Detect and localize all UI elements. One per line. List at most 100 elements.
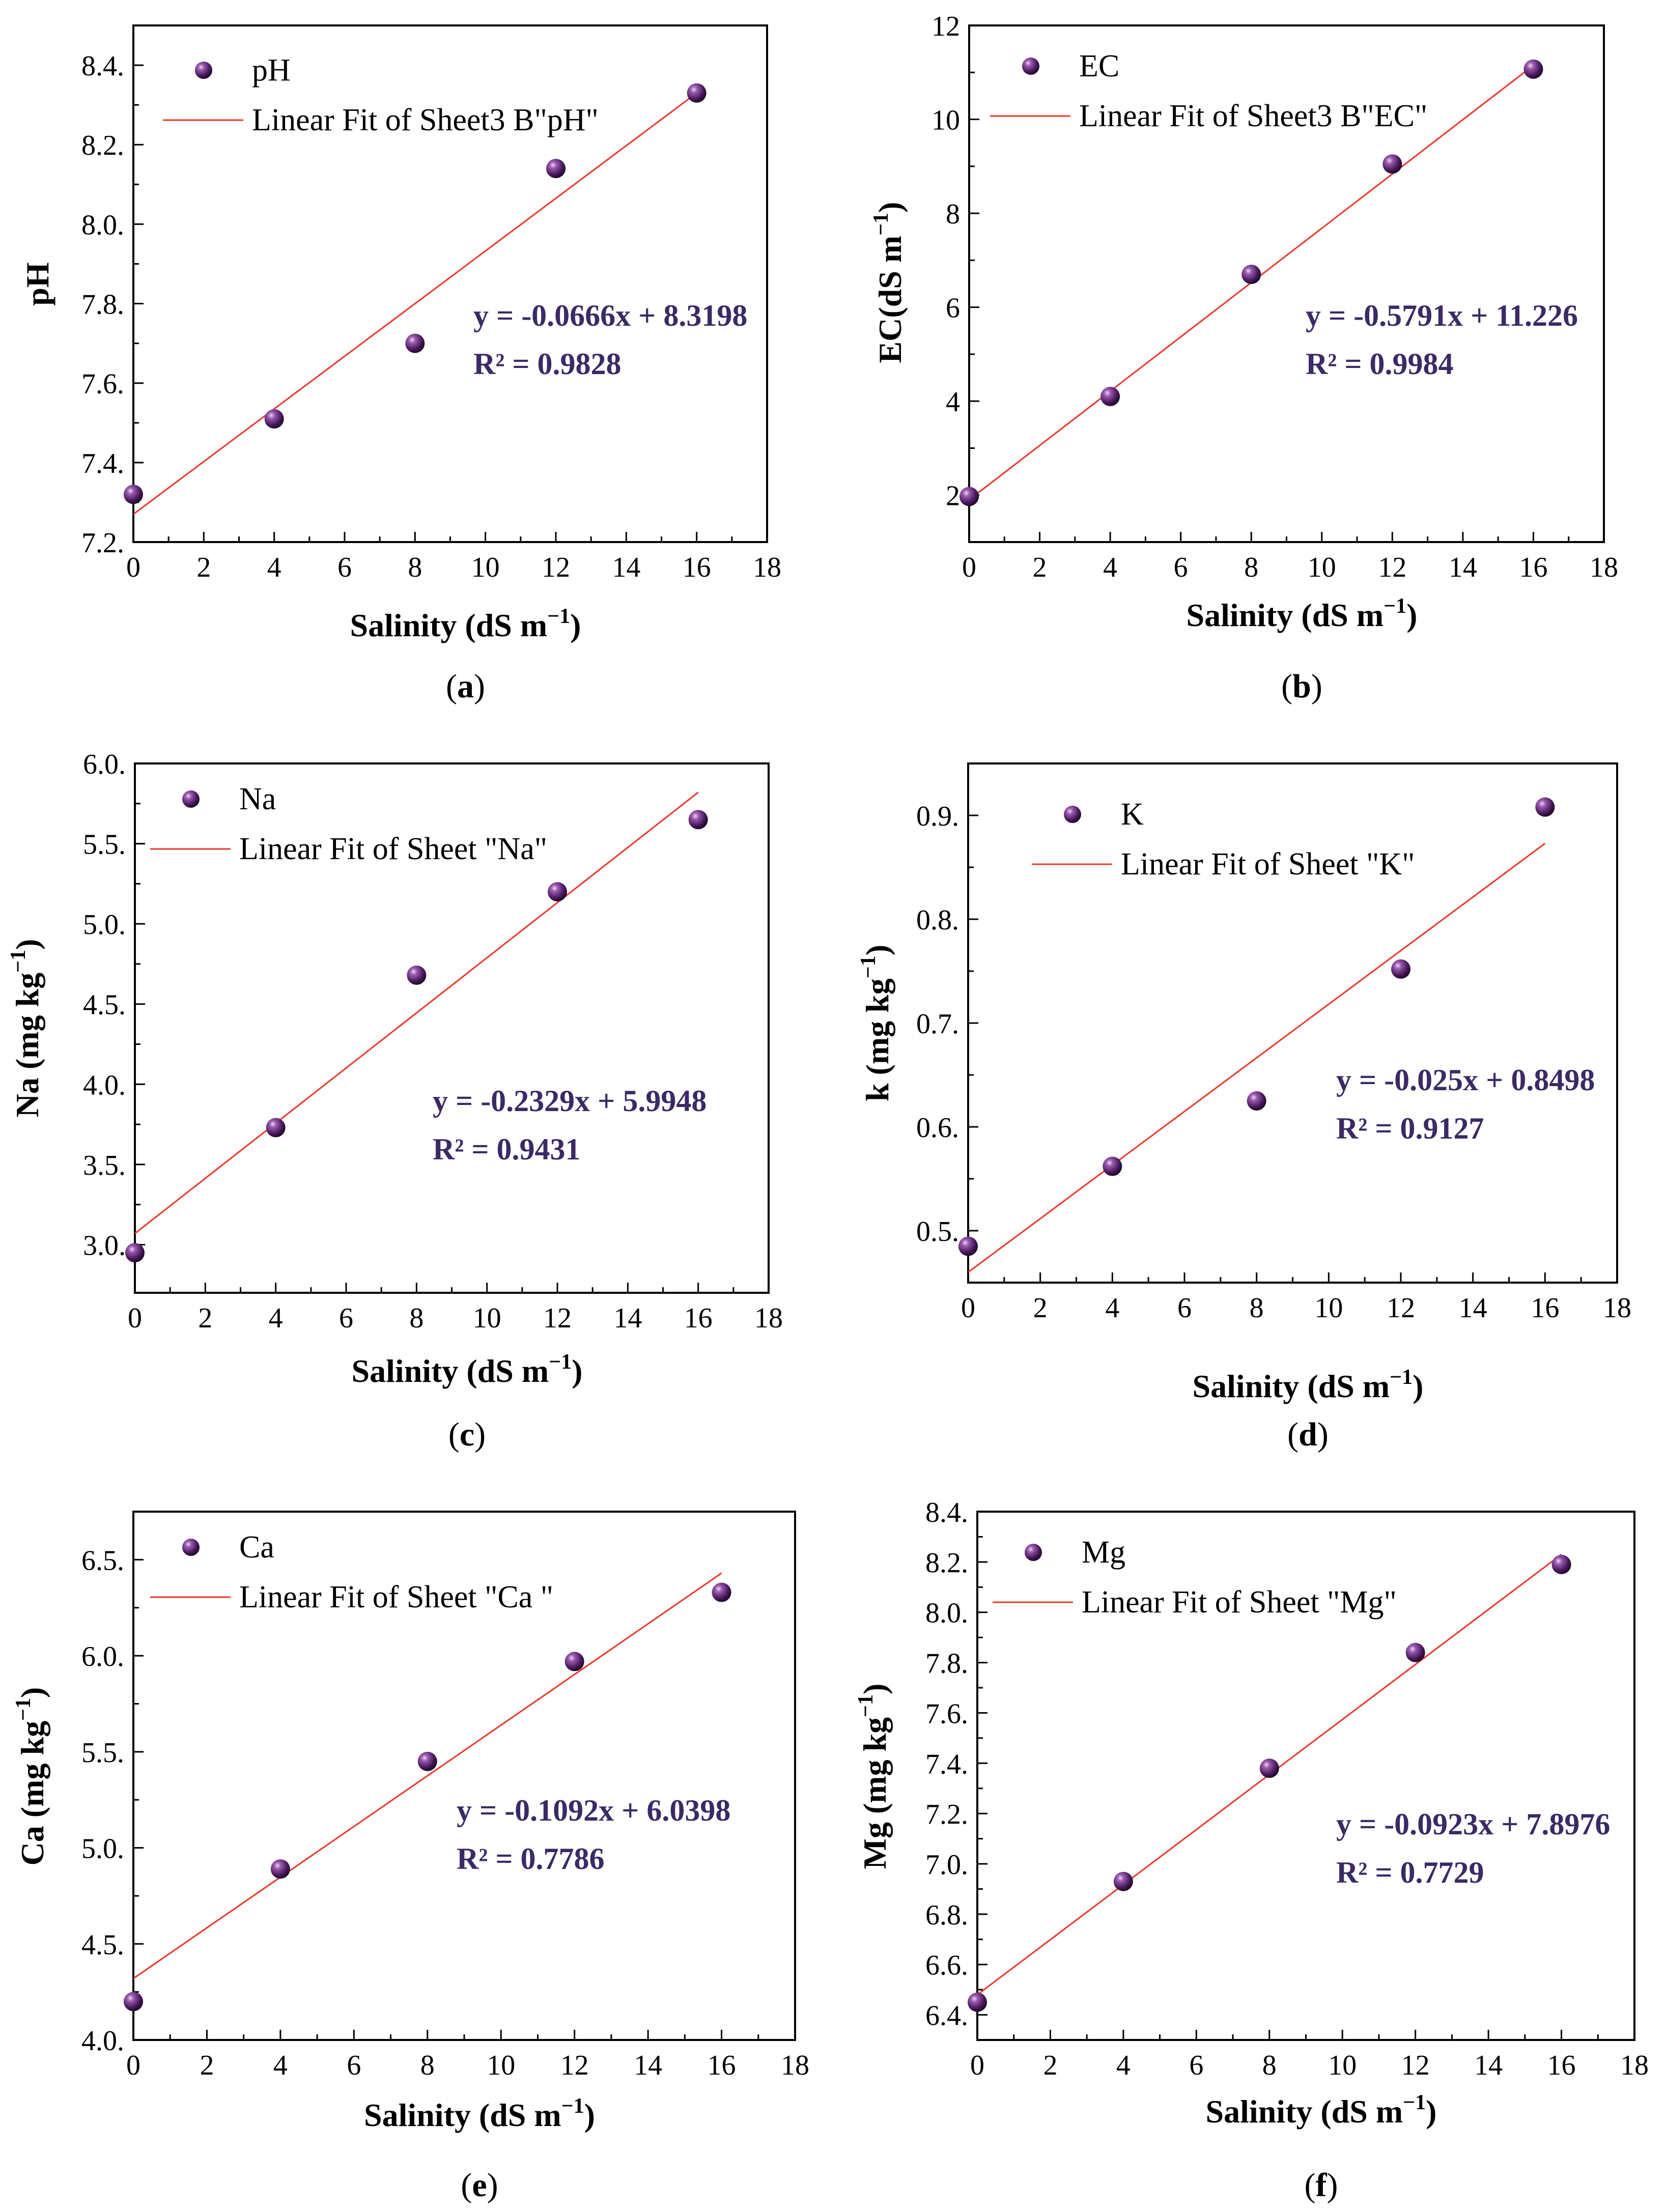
y-axis-title-main: Ca (mg kg <box>14 1721 50 1865</box>
y-tick-label: 6.0. <box>81 1641 124 1672</box>
y-axis-title: Na (mg kg−1) <box>7 939 45 1118</box>
y-tick-label: 10 <box>931 105 960 136</box>
y-tick-label: 4.5. <box>83 989 126 1021</box>
fit-equation: y = -0.0666x + 8.3198 <box>473 299 747 332</box>
x-tick-label: 18 <box>1603 1292 1631 1324</box>
x-tick-label: 6 <box>337 552 352 583</box>
legend-series-label: EC <box>1079 49 1119 83</box>
panel-caption-letter: a <box>457 668 474 705</box>
x-tick-label: 8 <box>1244 552 1258 583</box>
x-tick-label: 8 <box>409 1302 423 1334</box>
y-tick-label: 3.0. <box>83 1230 126 1261</box>
data-point <box>1247 1091 1266 1111</box>
y-axis-title-end: ) <box>857 1684 893 1694</box>
y-axis-title-main: EC(dS m <box>872 236 908 363</box>
fit-line <box>133 92 697 515</box>
y-tick-label: 6.6. <box>925 1950 968 1981</box>
panel-caption-close: ) <box>474 1416 486 1453</box>
x-tick-label: 4 <box>267 552 281 583</box>
x-axis-title-sup: −1 <box>561 2094 584 2118</box>
panel-caption-open: ( <box>461 2167 472 2204</box>
data-point <box>1382 154 1402 174</box>
legend-fit-label: Linear Fit of Sheet "Na" <box>239 832 547 866</box>
panel-caption-letter: c <box>460 1416 474 1453</box>
y-axis-title: pH <box>19 262 55 305</box>
y-axis-title-end: ) <box>859 945 895 955</box>
y-tick-label: 6.0. <box>83 749 126 780</box>
data-point <box>124 1992 143 2011</box>
x-tick-label: 6 <box>347 2050 361 2081</box>
y-tick-label: 8 <box>946 198 960 230</box>
data-point <box>1535 797 1555 817</box>
legend-marker <box>182 790 200 808</box>
x-axis-title: Salinity (dS m−1) <box>1187 594 1418 633</box>
y-axis-title-main: Na (mg kg <box>9 973 45 1117</box>
data-point <box>959 487 979 506</box>
x-tick-label: 10 <box>1328 2050 1357 2081</box>
panel-f: 0 2 4 6 8 10 12 14 16 18 6.4. 6.6. 6.8. 7.0. 7.2. 7.4. 7… <box>854 1497 1649 2204</box>
panel-caption: (a) <box>446 668 485 705</box>
legend-marker <box>1025 1544 1042 1561</box>
legend-fit-label: Linear Fit of Sheet3 B"EC" <box>1079 99 1427 133</box>
x-tick-label: 2 <box>1033 1292 1048 1324</box>
x-axis-title-sup: −1 <box>1390 1366 1413 1389</box>
x-axis-title: Salinity (dS m−1) <box>352 1350 583 1389</box>
y-tick-label: 7.2. <box>81 527 124 559</box>
data-point <box>407 966 427 985</box>
x-tick-label: 12 <box>560 2050 589 2081</box>
x-tick-label: 12 <box>1387 1292 1415 1324</box>
data-point <box>1103 1156 1122 1176</box>
x-tick-label: 8 <box>1250 1292 1264 1324</box>
plot-frame <box>967 762 1618 1284</box>
x-tick-label: 14 <box>1449 552 1477 583</box>
fit-equation: y = -0.0923x + 7.8976 <box>1336 1807 1610 1841</box>
y-tick-label: 12 <box>931 11 960 42</box>
fit-equation: y = -0.1092x + 6.0398 <box>457 1794 730 1827</box>
y-tick-label: 7.4. <box>81 448 124 479</box>
x-tick-label: 0 <box>961 1292 975 1324</box>
x-tick-label: 4 <box>1103 552 1117 583</box>
panel-caption-open: ( <box>448 1416 460 1453</box>
fit-r-squared: R² = 0.9127 <box>1336 1112 1484 1145</box>
data-point <box>548 882 567 902</box>
y-tick-label: 0.5. <box>916 1216 959 1247</box>
data-point <box>687 83 707 103</box>
data-point <box>1241 265 1261 285</box>
x-tick-label: 18 <box>1590 552 1618 583</box>
x-tick-label: 16 <box>1519 552 1547 583</box>
legend-series-label: K <box>1121 797 1144 832</box>
y-axis-title-sup: −1 <box>12 1698 35 1721</box>
x-axis-title-end: ) <box>1413 1368 1423 1404</box>
fit-equation: y = -0.5791x + 11.226 <box>1306 299 1578 332</box>
panel-caption: (c) <box>448 1416 486 1453</box>
legend-marker <box>1022 58 1039 75</box>
y-tick-label: 2 <box>946 480 960 512</box>
legend-series-label: pH <box>252 53 291 88</box>
x-axis-title-main: Salinity (dS m <box>1206 2093 1403 2130</box>
y-tick-label: 8.0. <box>81 209 124 241</box>
panel-caption: (d) <box>1287 1416 1329 1453</box>
x-tick-label: 12 <box>542 552 570 583</box>
x-tick-label: 10 <box>1314 1292 1343 1324</box>
legend-fit-label: Linear Fit of Sheet "Ca " <box>239 1580 553 1614</box>
data-point <box>1113 1871 1133 1891</box>
panel-e: 0 2 4 6 8 10 12 14 16 18 4.0. 4.5. 5.0. 5.5. 6.0. 6.5. S… <box>12 1511 809 2204</box>
fit-r-squared: R² = 0.9984 <box>1306 347 1454 381</box>
data-point <box>270 1859 290 1879</box>
x-tick-label: 10 <box>487 2050 515 2081</box>
y-axis-title-end: ) <box>872 202 908 213</box>
y-tick-label: 7.8. <box>925 1648 968 1680</box>
x-axis-title-main: Salinity (dS m <box>1187 597 1384 633</box>
panel-d: 0 2 4 6 8 10 12 14 16 18 0.5. 0.6. 0.7. 0.8. 0.9. Salin… <box>857 762 1631 1453</box>
fit-r-squared: R² = 0.7786 <box>457 1842 605 1876</box>
legend-marker <box>182 1539 200 1556</box>
y-tick-label: 5.5. <box>81 1737 124 1769</box>
y-tick-label: 4.5. <box>81 1929 124 1961</box>
panel-caption-letter: e <box>472 2167 487 2204</box>
data-point <box>417 1751 437 1771</box>
x-tick-label: 0 <box>126 552 140 583</box>
x-axis-title: Salinity (dS m−1) <box>364 2094 595 2133</box>
y-tick-label: 0.8. <box>916 904 959 936</box>
x-tick-label: 4 <box>269 1302 283 1334</box>
